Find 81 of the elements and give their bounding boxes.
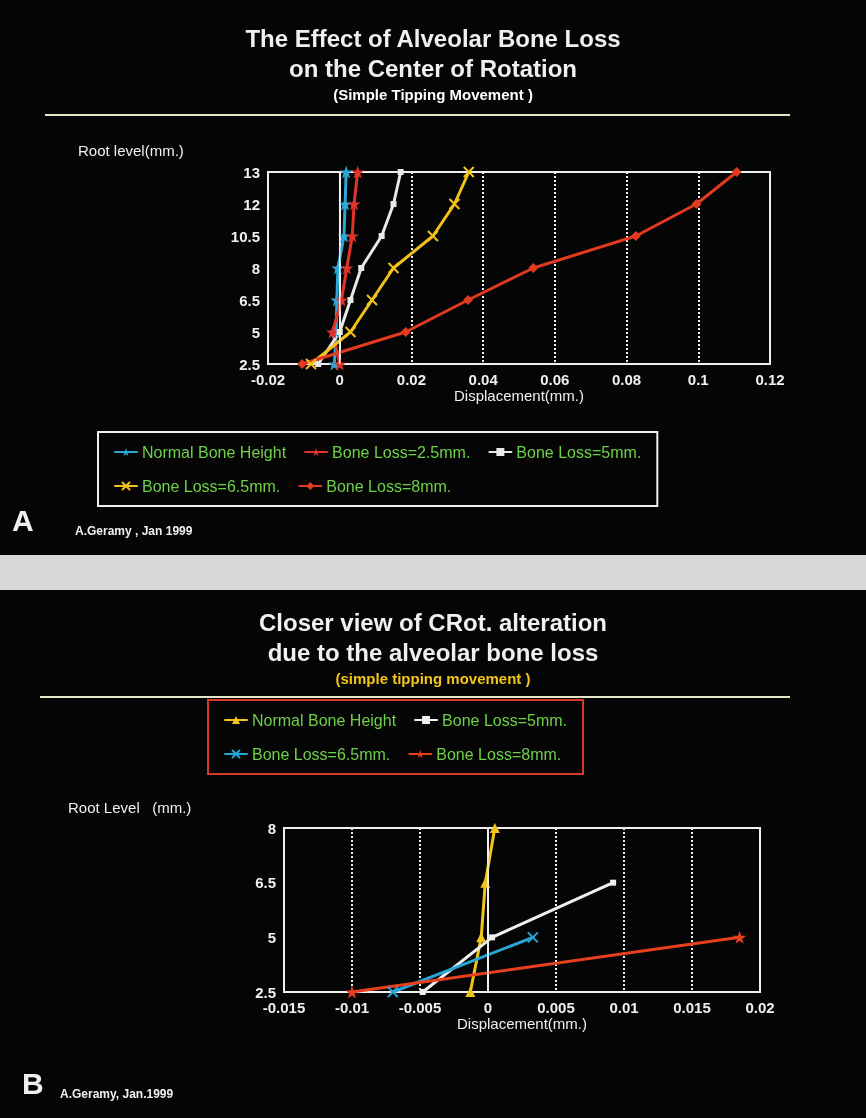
point: [297, 359, 308, 369]
y-axis-title: Root Level (mm.): [68, 799, 192, 816]
point: [465, 987, 476, 997]
y-tick-label: 2.5: [239, 355, 260, 373]
x-tick-label: 0.12: [755, 371, 785, 388]
y-tick-label: 5: [267, 928, 276, 946]
point: [526, 931, 539, 944]
y-axis-title: Root level(mm.): [78, 142, 184, 159]
x-tick-label: 0: [335, 371, 344, 388]
y-tick-label: 6.5: [239, 291, 260, 309]
legend-label: Normal Bone Height: [252, 711, 397, 729]
x-tick-label: -0.01: [334, 999, 370, 1016]
point: [610, 879, 617, 886]
x-tick-label: 0: [483, 999, 493, 1016]
x-axis-title: Displacement(mm.): [453, 387, 585, 404]
legend-label: Bone Loss=5mm.: [442, 711, 568, 729]
point: [480, 877, 491, 888]
y-tick-label: 5: [251, 323, 260, 341]
point: [365, 294, 378, 306]
point: [731, 167, 742, 177]
y-tick-label: 8: [251, 259, 260, 277]
point: [397, 169, 404, 175]
point: [347, 297, 354, 303]
text: A.Geramy, Jan.1999: [60, 1087, 174, 1101]
x-tick-label: 0.005: [537, 999, 575, 1016]
x-tick-label: 0.1: [687, 371, 709, 388]
y-tick-label: 2.5: [255, 983, 276, 1001]
point: [390, 201, 397, 207]
point: [400, 327, 411, 337]
point: [339, 165, 353, 179]
legend-label: Bone Loss=8mm.: [326, 477, 452, 495]
point: [733, 930, 747, 944]
x-tick-label: 0.02: [396, 371, 427, 388]
x-tick-label: -0.005: [398, 999, 442, 1016]
legend-label: Normal Bone Height: [142, 443, 287, 461]
chart-title: The Effect of Alveolar Bone Loss on the Center of Rotation: [245, 24, 621, 82]
legend-label: Bone Loss=6.5mm.: [142, 477, 281, 495]
point: [489, 823, 500, 833]
point: [351, 165, 365, 179]
legend-label: Bone Loss=5mm.: [516, 443, 642, 461]
text: A.Geramy , Jan 1999: [75, 524, 193, 538]
point: [386, 986, 399, 998]
y-tick-label: 10.5: [230, 227, 260, 245]
x-axis-title: Displacement(mm.): [456, 1015, 588, 1032]
chart-subtitle: (simple tipping movement ): [335, 670, 531, 687]
x-tick-label: 0.08: [611, 371, 642, 388]
chart-subtitle: (Simple Tipping Movement ): [333, 86, 533, 103]
x-tick-label: 0.015: [673, 999, 711, 1016]
point: [528, 263, 539, 273]
point: [426, 230, 439, 242]
point: [463, 295, 474, 305]
point: [305, 358, 318, 370]
point: [630, 231, 641, 241]
x-tick-label: 0.01: [609, 999, 639, 1016]
x-tick-label: 0.02: [745, 999, 775, 1016]
y-tick-label: 6.5: [255, 874, 276, 892]
x-tick-label: 0.04: [468, 371, 499, 388]
point: [489, 934, 496, 941]
text: A: [12, 503, 34, 537]
chart-title: Closer view of CRot. alteration due to the alveolar bone loss: [258, 608, 608, 666]
legend-label: Bone Loss=6.5mm.: [252, 745, 391, 763]
x-tick-label: -0.015: [262, 999, 306, 1016]
point: [691, 199, 702, 209]
point: [378, 233, 385, 239]
y-tick-label: 13: [243, 163, 260, 181]
point: [387, 262, 400, 274]
point: [448, 198, 461, 210]
point: [344, 326, 357, 338]
y-tick-label: 8: [267, 819, 276, 837]
point: [340, 261, 354, 275]
text: B: [22, 1066, 44, 1100]
point: [462, 166, 475, 178]
y-tick-label: 12: [243, 195, 260, 213]
point: [315, 361, 322, 367]
x-tick-label: -0.02: [250, 371, 286, 388]
legend-label: Bone Loss=8mm.: [436, 745, 562, 763]
point: [419, 989, 426, 995]
point: [347, 197, 361, 211]
x-tick-label: 0.06: [540, 371, 570, 388]
legend-label: Bone Loss=2.5mm.: [332, 443, 471, 461]
point: [358, 265, 365, 271]
